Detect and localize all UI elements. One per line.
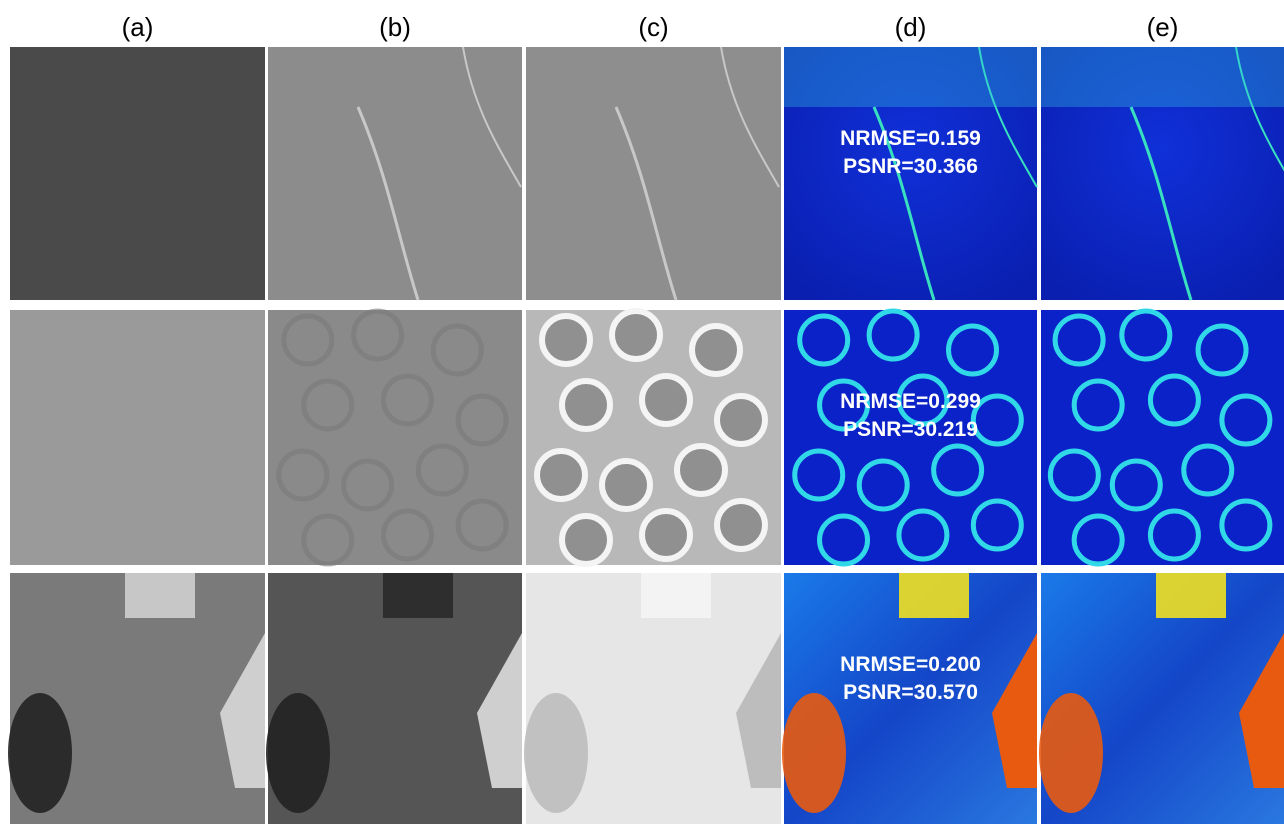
image-feature	[266, 693, 330, 813]
metric-nrmse: NRMSE=0.159	[840, 127, 981, 150]
image-feature	[642, 376, 690, 424]
image-feature	[1156, 573, 1226, 618]
image-feature	[537, 451, 585, 499]
image-feature	[717, 396, 765, 444]
column-label: (b)	[379, 12, 411, 42]
image-panel	[10, 310, 265, 565]
image-panel	[10, 47, 265, 300]
metric-psnr: PSNR=30.219	[843, 418, 978, 441]
image-feature	[383, 573, 453, 618]
image-feature	[1041, 47, 1284, 107]
image-feature	[612, 311, 660, 359]
image-feature	[1039, 693, 1103, 813]
metric-nrmse: NRMSE=0.299	[840, 390, 981, 413]
column-label: (d)	[895, 12, 927, 42]
image-feature	[642, 511, 690, 559]
page: (a) (b) (c) (d) (e) NRMSE=0.159 PSNR=30.366 NRM…	[0, 0, 1284, 825]
column-label: (a)	[122, 12, 154, 42]
image-feature	[562, 516, 610, 564]
image-feature	[784, 47, 1037, 107]
image-feature	[692, 326, 740, 374]
image-feature	[542, 316, 590, 364]
image-panel	[526, 47, 781, 300]
metric-psnr: PSNR=30.570	[843, 681, 978, 704]
image-feature	[899, 573, 969, 618]
metric-psnr: PSNR=30.366	[843, 155, 978, 178]
image-feature	[562, 381, 610, 429]
column-label: (c)	[638, 12, 668, 42]
image-feature	[717, 501, 765, 549]
image-feature	[8, 693, 72, 813]
image-feature	[641, 573, 711, 618]
image-feature	[782, 693, 846, 813]
image-panel	[268, 47, 522, 300]
image-feature	[677, 446, 725, 494]
column-label: (e)	[1147, 12, 1179, 42]
image-feature	[524, 693, 588, 813]
metric-nrmse: NRMSE=0.200	[840, 653, 981, 676]
image-feature	[602, 461, 650, 509]
figure: (a) (b) (c) (d) (e) NRMSE=0.159 PSNR=30.366 NRM…	[0, 0, 1284, 825]
image-feature	[125, 573, 195, 618]
